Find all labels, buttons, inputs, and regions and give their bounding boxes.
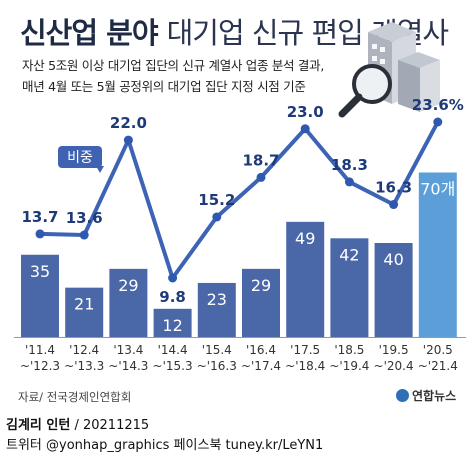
- bar: [286, 221, 325, 337]
- x-tick-label: '16.4: [246, 343, 276, 357]
- x-tick-label: '20.5: [423, 343, 453, 357]
- x-tick-label: '18.5: [334, 343, 364, 357]
- bar-value-label: 40: [383, 250, 403, 269]
- credit-line-1: 김계리 인턴 / 20211215: [6, 414, 149, 433]
- line-point: [35, 229, 45, 239]
- line-point: [212, 212, 222, 222]
- x-tick-label: ~'14.3: [108, 359, 148, 373]
- logo-icon: [396, 389, 409, 402]
- credit-line-2: 트위터 @yonhap_graphics 페이스북 tuney.kr/LeYN1: [6, 438, 324, 453]
- legend-label: 비중: [67, 150, 93, 166]
- line-value-label: 13.6: [66, 209, 103, 227]
- x-tick-label: ~'18.4: [285, 359, 325, 373]
- line-value-label: 13.7: [21, 208, 58, 226]
- bar: [197, 282, 236, 337]
- bar: [153, 308, 192, 337]
- bar-value-label: 35: [30, 262, 50, 281]
- line-point: [344, 177, 354, 187]
- line-value-label: 16.3: [375, 179, 412, 197]
- x-tick-label: ~'20.4: [374, 359, 414, 373]
- x-tick-label: ~'16.3: [197, 359, 237, 373]
- x-tick-label: '14.4: [158, 343, 188, 357]
- bar: [330, 238, 369, 337]
- line-value-label: 23.6%: [412, 96, 464, 114]
- bar-value-label: 23: [207, 290, 227, 309]
- line-value-label: 22.0: [110, 114, 147, 132]
- line-point: [123, 135, 133, 145]
- line-point: [256, 172, 266, 182]
- line-point: [300, 124, 310, 134]
- line-point: [168, 273, 178, 283]
- bar: [418, 172, 457, 337]
- bar: [21, 254, 59, 337]
- bar-value-label: 42: [339, 245, 359, 264]
- subtitle-line-2: 매년 4월 또는 5월 공정위의 대기업 집단 지정 시점 기준: [22, 79, 306, 94]
- bar: [374, 243, 413, 337]
- line-series: [39, 121, 440, 280]
- subtitle-line-1: 자산 5조원 이상 대기업 집단의 신규 계열사 업종 분석 결과,: [22, 58, 324, 73]
- bar: [109, 268, 148, 337]
- bar: [242, 268, 280, 337]
- credit-date: / 20211215: [74, 418, 150, 433]
- bar-value-label: 12: [162, 316, 182, 335]
- line-point: [433, 117, 443, 127]
- bar: [65, 287, 104, 337]
- line-value-label: 18.7: [242, 151, 279, 169]
- line-value-label: 18.3: [331, 156, 368, 174]
- publisher-logo: 연합뉴스: [396, 387, 456, 404]
- x-tick-label: '11.4: [25, 343, 55, 357]
- line-value-label: 9.8: [159, 288, 186, 306]
- x-tick-label: ~'15.3: [153, 359, 193, 373]
- credit-author: 김계리 인턴: [6, 418, 71, 433]
- x-tick-label: '13.4: [113, 343, 143, 357]
- legend-badge-pointer: [96, 166, 104, 173]
- x-tick-label: '12.4: [69, 343, 99, 357]
- bar-value-label: 49: [295, 229, 315, 248]
- x-tick-label: ~'19.4: [329, 359, 369, 373]
- x-tick-label: ~'13.3: [64, 359, 104, 373]
- logo-text: 연합뉴스: [412, 389, 457, 403]
- bar-value-label: 70개: [420, 180, 455, 199]
- line-point: [79, 230, 89, 240]
- x-tick-label: ~'21.4: [418, 359, 458, 373]
- bar-value-label: 21: [74, 295, 94, 314]
- source-note: 자료/ 전국경제인연합회: [18, 390, 132, 404]
- line-value-label: 23.0: [287, 103, 324, 121]
- x-tick-label: ~'17.4: [241, 359, 281, 373]
- title-main: 신산업 분야: [20, 16, 158, 50]
- bar-value-label: 29: [251, 276, 271, 295]
- x-tick-label: '17.5: [290, 343, 320, 357]
- line-value-label: 15.2: [198, 191, 235, 209]
- x-tick-label: '19.5: [379, 343, 409, 357]
- legend-badge: [58, 146, 102, 168]
- x-tick-label: '15.4: [202, 343, 232, 357]
- line-point: [389, 200, 399, 210]
- bar-value-label: 29: [118, 276, 138, 295]
- x-tick-label: ~'12.3: [20, 359, 60, 373]
